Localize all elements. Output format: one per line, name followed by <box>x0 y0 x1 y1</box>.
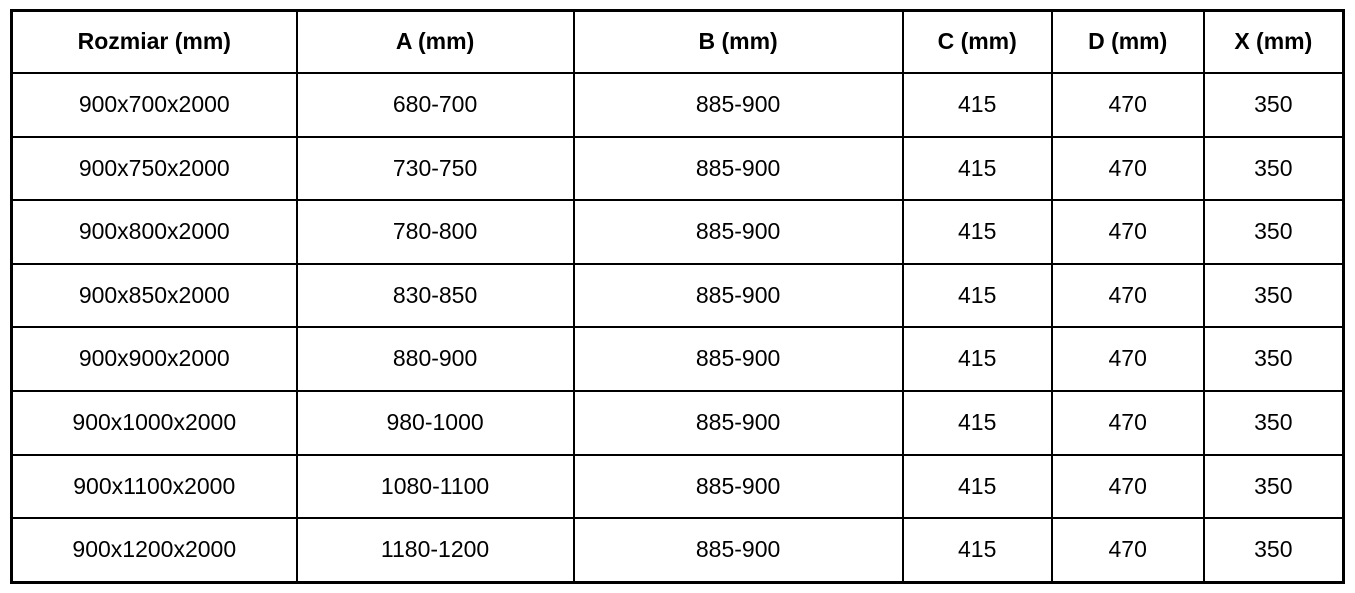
table-body: 900x700x2000 680-700 885-900 415 470 350 900x7… <box>10 72 1345 584</box>
table-cell: 730-750 <box>295 135 575 202</box>
table-cell: 415 <box>901 326 1053 393</box>
column-header-rozmiar: Rozmiar (mm) <box>10 9 298 74</box>
table-cell: 900x700x2000 <box>10 72 298 138</box>
table-cell: 885-900 <box>572 262 904 329</box>
table-cell: 1080-1100 <box>295 453 575 520</box>
table-cell: 415 <box>901 135 1053 202</box>
table-cell: 900x900x2000 <box>10 326 298 393</box>
column-header-b: B (mm) <box>572 9 904 74</box>
table-cell: 470 <box>1050 199 1205 265</box>
table-cell: 415 <box>901 517 1053 584</box>
table-cell: 885-900 <box>572 453 904 520</box>
table-cell: 900x800x2000 <box>10 199 298 265</box>
table-cell: 470 <box>1050 135 1205 202</box>
table-cell: 470 <box>1050 453 1205 520</box>
table-cell: 470 <box>1050 72 1205 138</box>
column-header-x: X (mm) <box>1202 9 1345 74</box>
table-cell: 900x1000x2000 <box>10 390 298 456</box>
table-row: 900x700x2000 680-700 885-900 415 470 350 <box>10 72 1345 138</box>
table-cell: 680-700 <box>295 72 575 138</box>
column-header-c: C (mm) <box>901 9 1053 74</box>
table-cell: 470 <box>1050 390 1205 456</box>
table-row: 900x1000x2000 980-1000 885-900 415 470 350 <box>10 390 1345 456</box>
table-row: 900x800x2000 780-800 885-900 415 470 350 <box>10 199 1345 265</box>
table-cell: 885-900 <box>572 135 904 202</box>
table-cell: 880-900 <box>295 326 575 393</box>
table-cell: 900x750x2000 <box>10 135 298 202</box>
table-row: 900x1100x2000 1080-1100 885-900 415 470 350 <box>10 453 1345 520</box>
table-cell: 350 <box>1202 135 1345 202</box>
table-cell: 885-900 <box>572 326 904 393</box>
table-cell: 900x850x2000 <box>10 262 298 329</box>
table-cell: 350 <box>1202 72 1345 138</box>
column-header-d: D (mm) <box>1050 9 1205 74</box>
table-cell: 350 <box>1202 453 1345 520</box>
table-cell: 1180-1200 <box>295 517 575 584</box>
table-cell: 350 <box>1202 517 1345 584</box>
table-cell: 830-850 <box>295 262 575 329</box>
table-cell: 350 <box>1202 262 1345 329</box>
table-cell: 885-900 <box>572 517 904 584</box>
table-cell: 885-900 <box>572 199 904 265</box>
table-row: 900x750x2000 730-750 885-900 415 470 350 <box>10 135 1345 202</box>
table-cell: 350 <box>1202 326 1345 393</box>
table-cell: 885-900 <box>572 390 904 456</box>
column-header-a: A (mm) <box>295 9 575 74</box>
table-cell: 415 <box>901 262 1053 329</box>
table-cell: 780-800 <box>295 199 575 265</box>
header-row: Rozmiar (mm) A (mm) B (mm) C (mm) D (mm)… <box>10 9 1345 74</box>
table-cell: 470 <box>1050 517 1205 584</box>
table-cell: 350 <box>1202 390 1345 456</box>
table-cell: 900x1100x2000 <box>10 453 298 520</box>
table-row: 900x900x2000 880-900 885-900 415 470 350 <box>10 326 1345 393</box>
table-cell: 415 <box>901 199 1053 265</box>
size-specification-table: Rozmiar (mm) A (mm) B (mm) C (mm) D (mm)… <box>10 9 1345 584</box>
table-cell: 470 <box>1050 326 1205 393</box>
table-cell: 470 <box>1050 262 1205 329</box>
table-cell: 415 <box>901 390 1053 456</box>
table-cell: 350 <box>1202 199 1345 265</box>
table-cell: 900x1200x2000 <box>10 517 298 584</box>
table-cell: 415 <box>901 453 1053 520</box>
table-cell: 415 <box>901 72 1053 138</box>
table-row: 900x850x2000 830-850 885-900 415 470 350 <box>10 262 1345 329</box>
table-cell: 885-900 <box>572 72 904 138</box>
table-row: 900x1200x2000 1180-1200 885-900 415 470 350 <box>10 517 1345 584</box>
table-cell: 980-1000 <box>295 390 575 456</box>
